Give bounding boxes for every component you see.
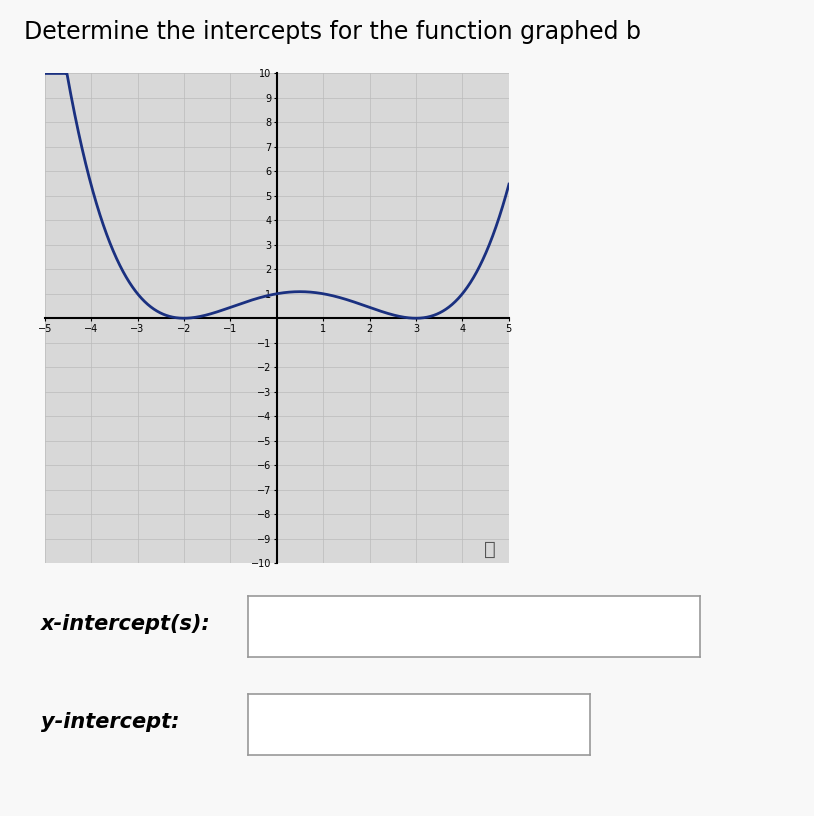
Text: x-intercept(s):: x-intercept(s): <box>41 614 211 634</box>
Text: y-intercept:: y-intercept: <box>41 712 179 732</box>
Text: Determine the intercepts for the function graphed b: Determine the intercepts for the functio… <box>24 20 641 44</box>
Text: 🔍: 🔍 <box>484 540 496 559</box>
